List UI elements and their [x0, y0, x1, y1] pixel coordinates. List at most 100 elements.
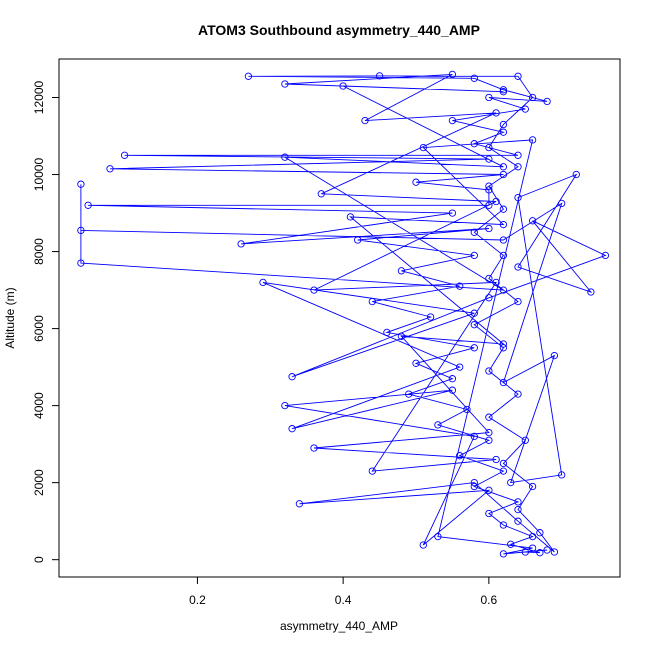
- data-point: [601, 251, 610, 260]
- y-tick-label: 10000: [32, 158, 46, 192]
- data-point: [485, 143, 493, 152]
- data-point: [470, 432, 478, 441]
- data-point: [485, 486, 493, 494]
- data-point: [106, 165, 114, 173]
- data-point: [528, 482, 537, 491]
- series-line: [80, 73, 607, 555]
- data-point: [543, 97, 551, 106]
- y-axis-label: Altitude (m): [3, 287, 17, 348]
- data-point: [499, 128, 508, 136]
- data-point: [397, 267, 406, 275]
- data-point: [514, 193, 522, 202]
- y-tick-label: 2000: [32, 469, 46, 496]
- data-point: [558, 199, 566, 208]
- data-point: [514, 263, 522, 271]
- data-point: [528, 544, 537, 552]
- data-point: [528, 93, 537, 102]
- data-point: [485, 182, 493, 190]
- data-point: [507, 540, 515, 548]
- data-point: [339, 82, 347, 90]
- data-point: [492, 109, 500, 117]
- data-point: [492, 197, 500, 206]
- data-point: [514, 505, 522, 514]
- data-point: [499, 88, 508, 96]
- data-point: [281, 80, 289, 88]
- chart-title: ATOM3 Southbound asymmetry_440_AMP: [198, 22, 480, 38]
- data-point: [485, 436, 493, 444]
- data-point: [485, 201, 493, 209]
- data-point: [456, 363, 464, 371]
- data-point: [470, 478, 478, 487]
- data-point: [572, 170, 580, 179]
- data-point: [528, 217, 537, 225]
- data-point: [288, 373, 296, 381]
- data-point: [120, 151, 129, 159]
- data-point: [368, 467, 376, 475]
- data-point: [470, 309, 478, 317]
- data-point: [470, 74, 478, 82]
- data-point: [514, 297, 522, 306]
- data-point: [536, 549, 544, 557]
- data-point: [470, 251, 478, 260]
- data-point: [499, 251, 508, 260]
- data-point: [485, 155, 493, 163]
- data-point: [448, 375, 457, 383]
- data-point: [346, 213, 355, 221]
- data-point: [514, 498, 522, 506]
- x-tick-label: 0.6: [481, 593, 498, 607]
- y-tick-label: 8000: [32, 238, 46, 265]
- y-tick-label: 0: [32, 556, 46, 563]
- x-axis: 0.2 0.4 0.6: [189, 577, 498, 607]
- plot-area: [77, 70, 610, 558]
- data-point: [558, 471, 566, 479]
- x-tick-label: 0.2: [189, 593, 206, 607]
- data-point: [426, 313, 435, 321]
- data-point: [499, 286, 508, 294]
- data-point: [485, 274, 493, 283]
- data-point: [499, 220, 508, 229]
- data-point: [550, 548, 559, 556]
- data-point: [470, 321, 478, 329]
- data-point: [514, 517, 522, 525]
- data-point: [470, 228, 478, 236]
- data-point: [499, 170, 508, 179]
- data-point: [470, 344, 478, 352]
- data-point: [281, 401, 289, 410]
- data-point: [259, 278, 267, 287]
- data-point: [412, 178, 420, 186]
- data-point: [499, 205, 508, 213]
- data-point: [543, 546, 551, 554]
- data-point: [485, 93, 493, 102]
- data-point: [412, 359, 420, 367]
- data-point: [281, 153, 289, 161]
- data-point: [528, 532, 537, 541]
- data-point: [499, 236, 508, 244]
- data-point: [288, 425, 296, 433]
- data-point: [84, 201, 92, 209]
- data-point: [77, 180, 85, 188]
- data-point: [448, 386, 457, 394]
- data-point: [77, 226, 85, 235]
- data-point: [485, 186, 493, 194]
- data-point: [514, 163, 522, 171]
- data-point: [448, 70, 457, 79]
- data-point: [587, 288, 595, 296]
- data-point: [521, 105, 529, 113]
- data-point: [237, 240, 245, 248]
- x-tick-label: 0.4: [335, 593, 352, 607]
- data-point: [244, 72, 253, 80]
- data-point: [521, 548, 529, 556]
- data-point: [485, 294, 493, 302]
- data-point: [361, 116, 369, 125]
- data-point: [514, 390, 522, 398]
- data-point: [456, 452, 464, 460]
- data-point: [499, 378, 508, 387]
- data-point: [295, 500, 304, 508]
- data-point: [448, 209, 457, 217]
- data-point: [354, 236, 362, 244]
- data-point: [499, 459, 508, 468]
- y-tick-label: 4000: [32, 392, 46, 419]
- data-point: [521, 436, 529, 444]
- data-point: [499, 340, 508, 348]
